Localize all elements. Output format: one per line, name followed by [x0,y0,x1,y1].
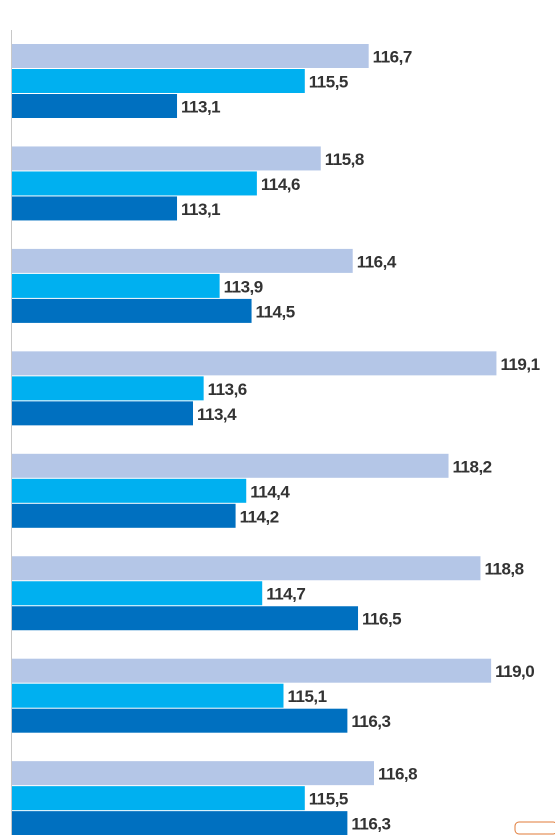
value-label: 116,8 [378,765,417,784]
value-label: 115,1 [288,687,327,706]
value-label: 116,5 [362,610,401,629]
bar [12,401,193,426]
bar [12,273,220,298]
bar [12,248,353,273]
bar [12,581,263,606]
bar [12,658,492,683]
value-label: 114,2 [240,507,279,526]
bar [12,556,481,581]
bar [12,146,321,171]
bar [12,376,204,401]
value-label: 114,7 [266,585,305,604]
bar [12,606,359,631]
bar [12,171,257,196]
bar [12,786,305,811]
bar [12,196,178,221]
value-label: 115,5 [309,790,348,809]
value-label: 113,1 [181,97,220,116]
value-label: 118,2 [453,457,492,476]
value-label: 113,1 [181,200,220,219]
value-label: 113,9 [224,277,263,296]
bar [12,351,497,376]
bar [12,683,284,708]
value-label: 116,3 [351,815,390,834]
bar [12,69,305,93]
value-label: 115,8 [325,150,364,169]
value-label: 114,5 [256,302,295,321]
value-label: 116,4 [357,252,397,271]
bar [12,811,348,835]
bar [12,94,178,118]
value-label: 116,7 [373,47,412,66]
value-label: 113,6 [208,380,247,399]
bar [12,478,247,503]
bar [12,708,348,733]
value-label: 119,0 [495,662,534,681]
bar [12,298,252,323]
value-label: 119,1 [500,355,539,374]
value-label: 114,6 [261,175,300,194]
bar [12,44,369,68]
bar [12,761,374,786]
value-label: 118,8 [484,560,523,579]
decoration [514,821,555,835]
value-label: 115,5 [309,72,348,91]
value-label: 114,4 [250,482,290,501]
value-label: 116,3 [351,712,390,731]
value-label: 113,4 [197,405,237,424]
bar [12,453,449,478]
bar [12,503,236,528]
